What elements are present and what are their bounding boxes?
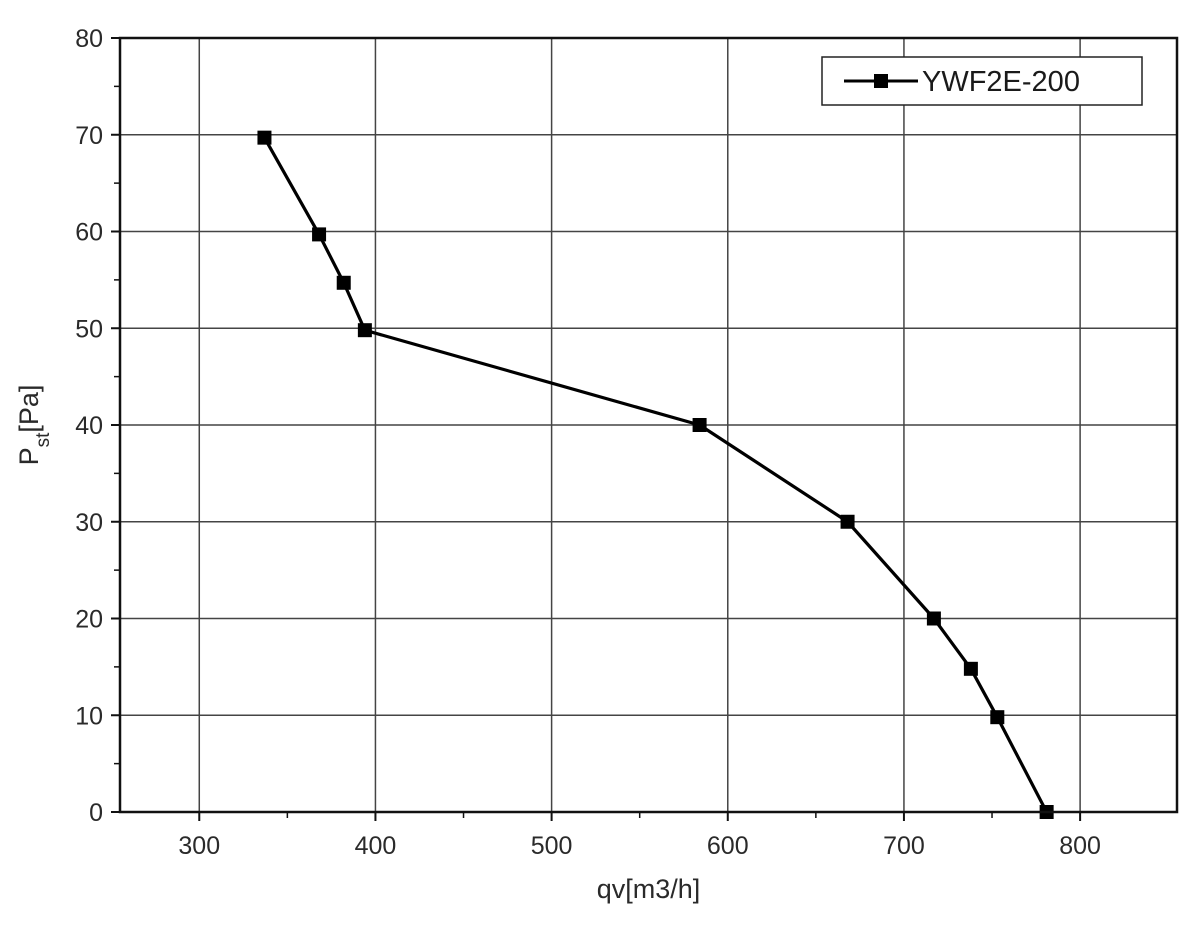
data-point [336,275,351,290]
data-point [312,227,327,242]
y-tick-label-80: 80 [75,25,103,53]
y-tick-label-70: 70 [75,122,103,150]
data-point [692,418,707,432]
x-tick-label-600: 600 [707,832,749,860]
data-point [357,323,372,338]
axis-tick-labels: 300 400 500 600 700 800 0 10 20 30 40 50 60 70 80 [75,25,1101,860]
x-tick-label-800: 800 [1059,832,1101,860]
series-line-0 [263,136,1049,813]
y-tick-label-10: 10 [75,702,103,730]
data-point [926,611,941,626]
y-tick-label-50: 50 [75,315,103,343]
y-axis-title: Pst[Pa] [14,385,54,466]
y-tick-label-20: 20 [75,606,103,634]
data-point [963,661,978,676]
x-axis-title: qv[m3/h] [597,874,701,904]
data-point [257,130,272,145]
data-point [840,514,855,529]
y-tick-label-60: 60 [75,219,103,247]
legend-marker-sample [874,74,888,88]
x-tick-label-300: 300 [178,832,220,860]
y-tick-label-30: 30 [75,509,103,537]
x-tick-label-700: 700 [883,832,925,860]
y-axis-title-main: P [14,447,44,465]
grid [120,38,1177,812]
legend: YWF2E-200 [821,56,1143,106]
y-axis-title-subscript: st [33,432,54,448]
legend-entry-label: YWF2E-200 [922,66,1080,98]
x-tick-label-400: 400 [355,832,397,860]
axis-ticks [111,37,1082,821]
y-tick-label-40: 40 [75,412,103,440]
y-tick-label-0: 0 [89,799,103,827]
x-tick-label-500: 500 [531,832,573,860]
series-layer [257,130,1054,819]
y-axis-title-unit: [Pa] [14,385,44,433]
data-point [990,710,1005,725]
